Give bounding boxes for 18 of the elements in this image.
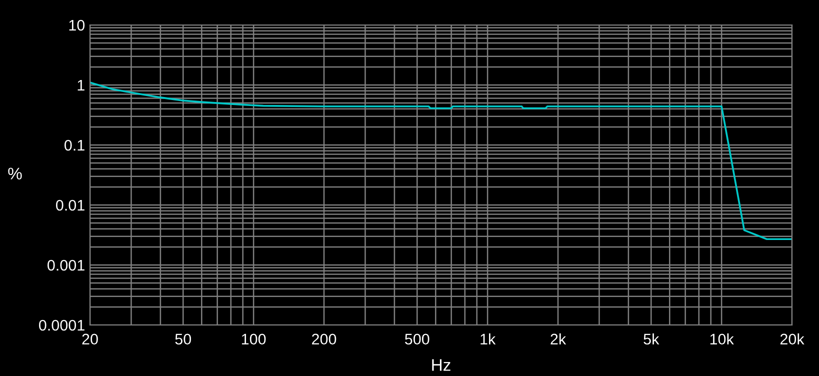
x-tick-label: 20k	[780, 333, 804, 345]
x-tick-label: 50	[175, 334, 192, 345]
x-tick-label: 200	[312, 334, 336, 345]
y-tick-label: 0.001	[48, 260, 84, 271]
y-tick-label: 0.0001	[39, 320, 84, 331]
y-tick-label: 10	[69, 20, 85, 31]
y-tick-label: 0.1	[64, 140, 84, 151]
x-tick-label: 20	[82, 334, 98, 345]
x-tick-label: 100	[242, 334, 266, 345]
x-tick-label: 1k	[480, 333, 496, 344]
y-tick-label: 0.01	[56, 200, 84, 211]
x-axis-title: Hz	[432, 359, 450, 371]
y-axis-title: %	[8, 168, 22, 180]
y-tick-label: 1	[78, 80, 84, 91]
x-tick-label: 10k	[710, 333, 734, 345]
x-tick-label: 2k	[550, 333, 566, 344]
x-tick-label: 500	[404, 334, 430, 345]
x-tick-label: 5k	[644, 333, 660, 345]
